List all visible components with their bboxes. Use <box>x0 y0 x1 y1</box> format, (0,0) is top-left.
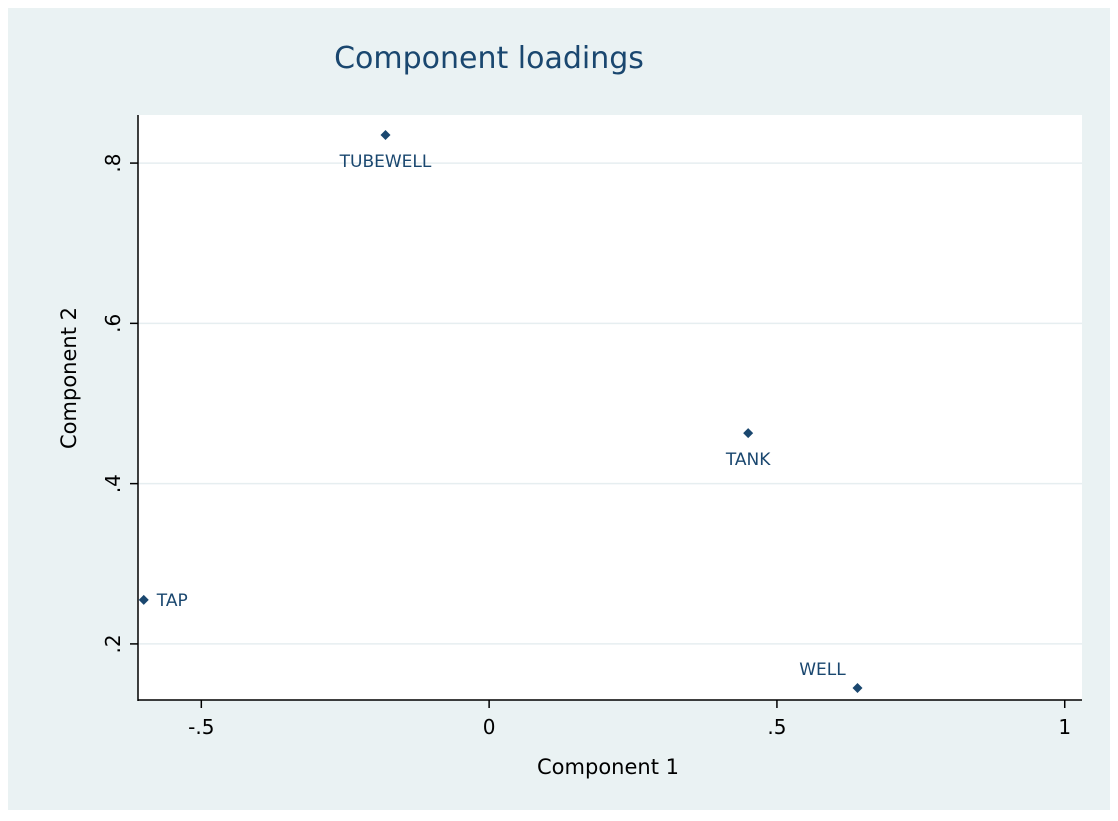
axis-layer: -.5 0 .5 1 .2 .4 .6 .8 <box>101 115 1082 739</box>
y-tick-label-3: .8 <box>101 154 125 173</box>
point-layer: TUBEWELL TANK TAP WELL <box>138 130 863 693</box>
y-tick-label-0: .2 <box>101 634 125 653</box>
chart-frame: Component loadings -.5 0 .5 1 .2 .4 .6 .8 TUBEW… <box>8 8 1110 810</box>
point-label-well: WELL <box>799 660 846 680</box>
point-well <box>852 682 863 693</box>
point-tank <box>743 428 754 439</box>
point-tap <box>138 594 149 605</box>
plot-area <box>138 115 1082 700</box>
y-axis-title: Component 2 <box>57 307 81 449</box>
point-label-tank: TANK <box>725 450 771 470</box>
x-tick-label-0: -.5 <box>188 715 214 739</box>
y-tick-label-2: .6 <box>101 314 125 333</box>
x-axis-title: Component 1 <box>537 755 679 779</box>
grid-layer <box>138 162 1082 645</box>
y-tick-label-1: .4 <box>101 474 125 493</box>
scatter-chart: Component loadings -.5 0 .5 1 .2 .4 .6 .8 TUBEW… <box>57 41 1082 779</box>
point-tubewell <box>380 130 391 141</box>
x-tick-label-3: 1 <box>1058 715 1071 739</box>
x-tick-label-2: .5 <box>767 715 786 739</box>
point-label-tubewell: TUBEWELL <box>339 152 432 172</box>
chart-title: Component loadings <box>334 41 644 76</box>
x-tick-label-1: 0 <box>483 715 496 739</box>
point-label-tap: TAP <box>156 591 188 611</box>
